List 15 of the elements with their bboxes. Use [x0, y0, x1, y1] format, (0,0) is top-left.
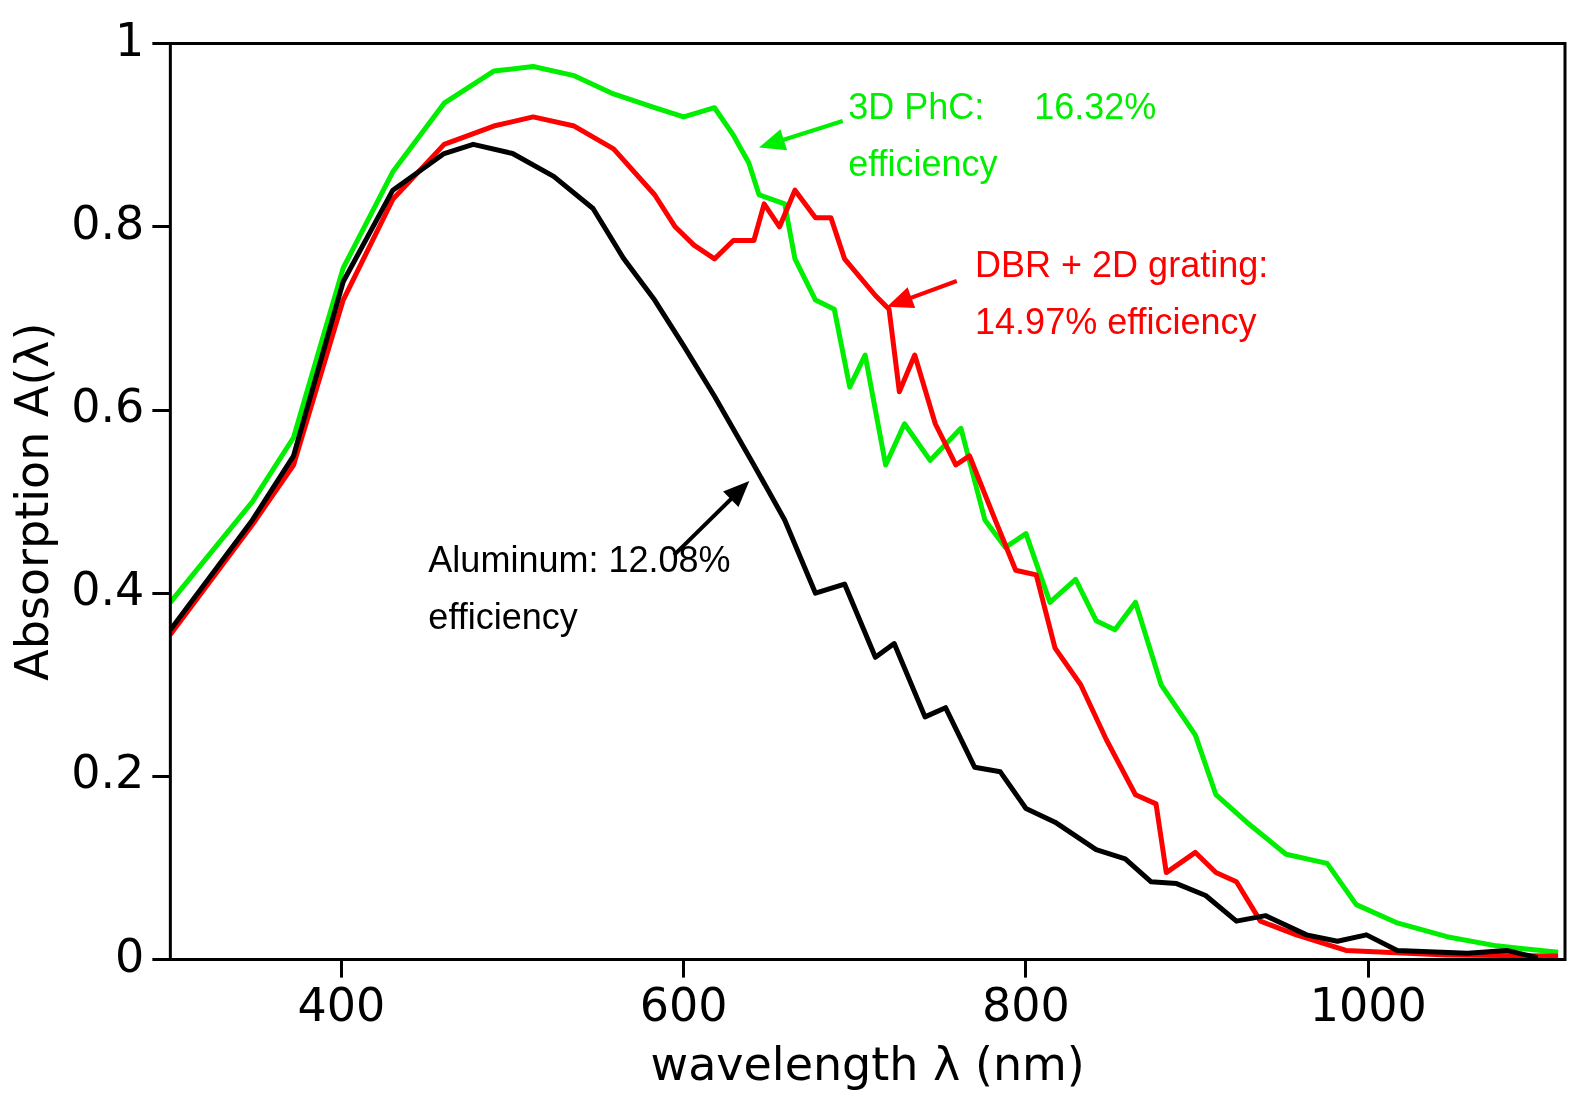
x-axis-title: wavelength λ (nm): [650, 1037, 1085, 1092]
annotation: 3D PhC: 16.32% efficiency: [848, 84, 1157, 186]
x-tick-label: 400: [297, 978, 386, 1033]
annotation: DBR + 2D grating: 14.97% efficiency: [975, 243, 1269, 345]
y-tick-label: 0.6: [71, 378, 145, 433]
x-tick-label: 800: [982, 978, 1070, 1033]
y-tick-label: 0: [115, 928, 145, 983]
y-tick-label: 0.4: [71, 562, 145, 617]
x-tick-label: 1000: [1309, 978, 1427, 1033]
y-axis-title: Absorption A(λ): [4, 322, 59, 681]
annotation: Aluminum: 12.08% efficiency: [428, 538, 731, 640]
y-tick-label: 0.8: [71, 195, 145, 250]
y-tick-label: 0.2: [71, 745, 145, 800]
x-tick-label: 600: [639, 978, 728, 1033]
y-tick-label: 1: [115, 12, 145, 67]
